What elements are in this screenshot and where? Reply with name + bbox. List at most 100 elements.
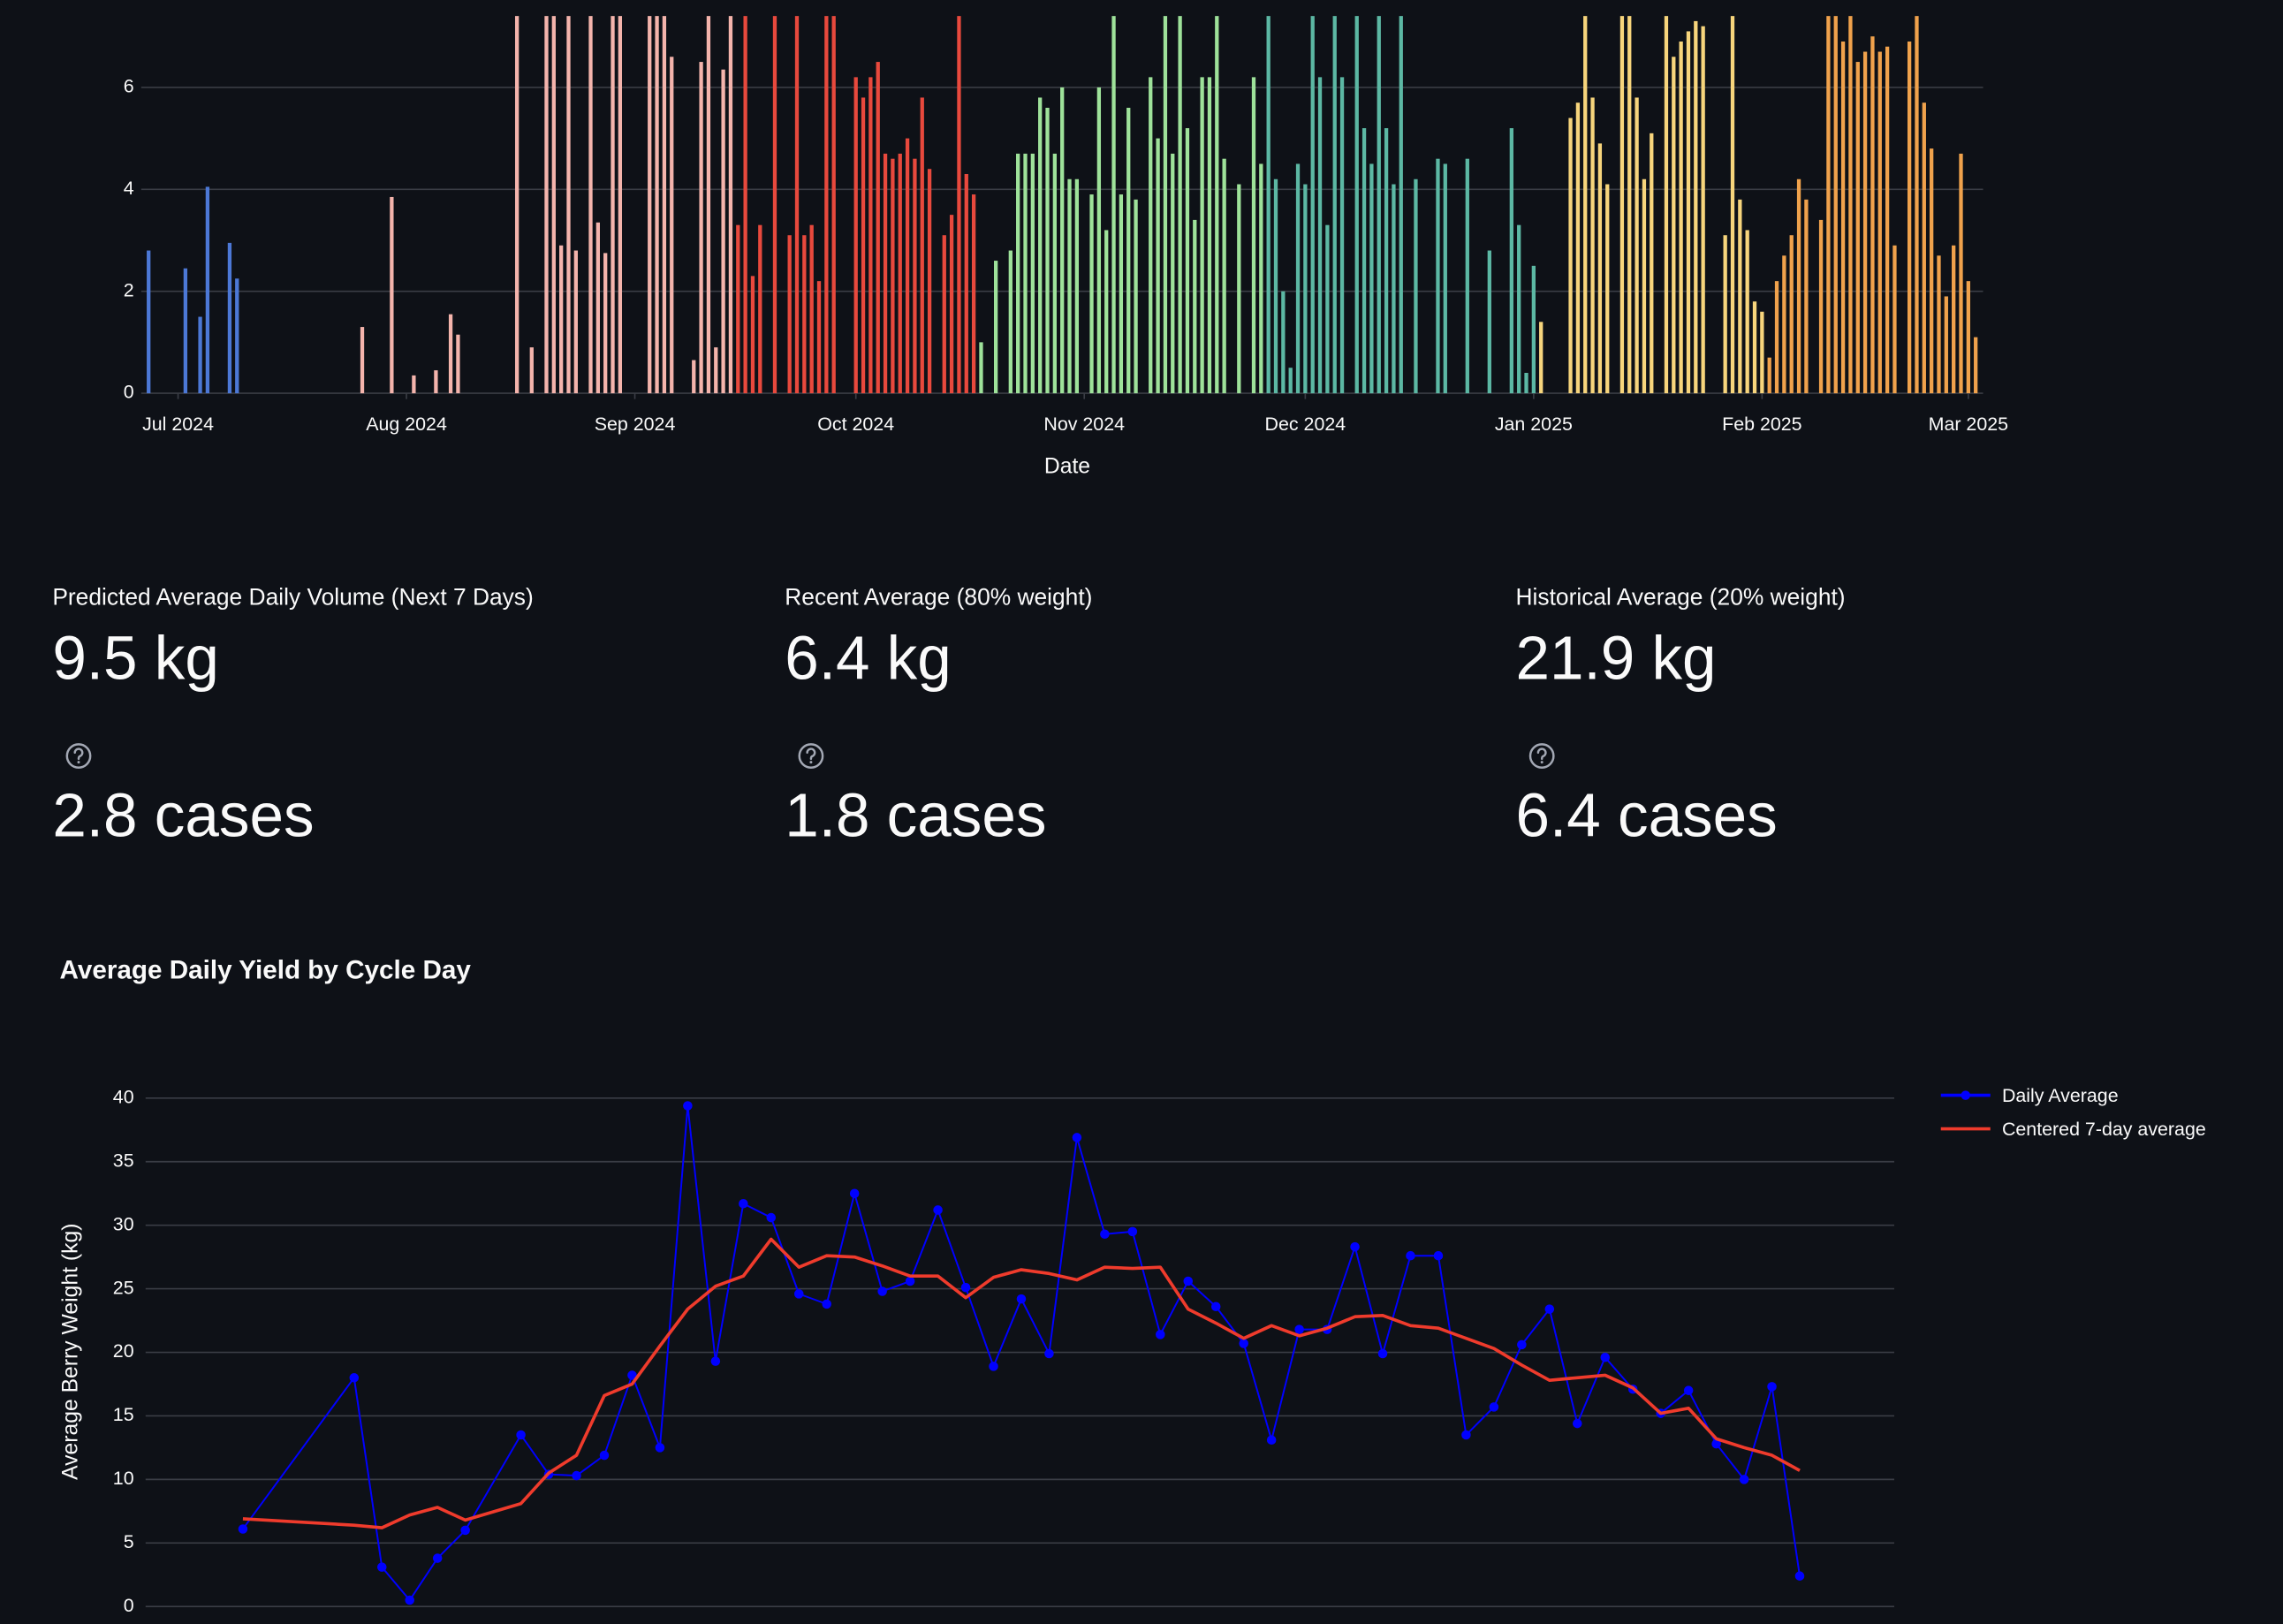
point xyxy=(1377,1348,1388,1359)
bar xyxy=(1833,16,1838,394)
bar xyxy=(1384,128,1389,394)
bar xyxy=(1399,16,1403,394)
x-tick-label: Aug 2024 xyxy=(366,414,447,435)
bar xyxy=(1738,199,1742,394)
legend-label: Centered 7-day average xyxy=(2002,1119,2206,1140)
bar xyxy=(1111,16,1116,394)
point xyxy=(1183,1276,1194,1286)
x-tick-label: Mar 2025 xyxy=(1929,414,2008,435)
point xyxy=(1767,1382,1777,1392)
bar xyxy=(603,253,608,394)
bar xyxy=(1944,296,1948,394)
bar xyxy=(971,194,976,394)
bar xyxy=(1870,36,1875,394)
y-tick-label: 0 xyxy=(124,1595,134,1616)
bar xyxy=(1030,153,1035,394)
point xyxy=(432,1553,443,1563)
x-tick-label: Sep 2024 xyxy=(595,414,676,435)
bar xyxy=(824,16,829,394)
bar xyxy=(692,360,696,394)
metric-cases: 2.8 cases xyxy=(52,780,314,849)
bar xyxy=(1023,153,1028,394)
bar xyxy=(1156,138,1160,394)
bar xyxy=(1922,102,1926,394)
bar xyxy=(1907,41,1912,394)
point xyxy=(627,1370,637,1380)
point xyxy=(1294,1324,1304,1334)
bar xyxy=(1038,97,1043,394)
bar xyxy=(1237,184,1241,394)
bar xyxy=(1952,245,1956,394)
bar xyxy=(1826,16,1831,394)
bar xyxy=(1332,16,1337,394)
bar xyxy=(1096,87,1102,394)
bar xyxy=(1930,148,1934,394)
bar xyxy=(920,97,924,394)
bar xyxy=(1575,102,1581,394)
bar xyxy=(147,250,151,394)
bar xyxy=(905,138,910,394)
bar xyxy=(205,186,210,394)
x-axis-title: Date xyxy=(1044,455,1090,479)
metric-label: Predicted Average Daily Volume (Next 7 D… xyxy=(52,583,533,610)
bar xyxy=(1679,41,1683,394)
bar xyxy=(1089,194,1094,394)
bar xyxy=(1789,235,1794,394)
point xyxy=(349,1373,360,1383)
bar xyxy=(434,370,438,394)
bar xyxy=(1517,224,1521,394)
bar xyxy=(831,16,836,394)
bar xyxy=(1487,250,1491,394)
point xyxy=(1406,1250,1415,1261)
metric-label: Historical Average (20% weight) xyxy=(1516,583,1846,610)
bar xyxy=(1642,178,1647,394)
point xyxy=(1711,1438,1721,1449)
bar xyxy=(670,57,674,394)
bar xyxy=(1752,301,1757,394)
bar xyxy=(1774,281,1779,394)
point xyxy=(376,1562,387,1572)
bar xyxy=(529,347,534,394)
bar xyxy=(198,316,202,394)
bar xyxy=(1104,230,1109,394)
y-tick-label: 15 xyxy=(113,1404,134,1425)
metric-label: Recent Average (80% weight) xyxy=(785,583,1092,610)
bar xyxy=(898,153,902,394)
bar xyxy=(706,16,711,394)
bar xyxy=(390,196,394,394)
bar xyxy=(957,16,961,394)
y-tick-label: 6 xyxy=(124,76,134,97)
bar xyxy=(1694,20,1698,394)
y-tick-label: 40 xyxy=(113,1086,134,1107)
bar xyxy=(1045,107,1050,394)
help-icon-ring xyxy=(798,743,824,769)
help-icon-dot xyxy=(1540,761,1543,764)
point xyxy=(1794,1571,1805,1581)
bar xyxy=(1672,57,1676,394)
bar xyxy=(1310,16,1315,394)
bar xyxy=(1531,265,1536,394)
bar xyxy=(913,158,917,394)
bar xyxy=(891,158,895,394)
bar xyxy=(1848,16,1853,394)
point xyxy=(1544,1304,1555,1314)
bar xyxy=(1067,178,1072,394)
bar xyxy=(942,235,946,394)
bar xyxy=(993,261,998,394)
bar xyxy=(927,169,932,394)
metric-cases: 6.4 cases xyxy=(1516,780,1778,849)
bar xyxy=(964,173,968,394)
point xyxy=(655,1443,665,1453)
help-icon-dot xyxy=(809,761,813,764)
help-icon xyxy=(798,743,824,769)
y-tick-label: 5 xyxy=(124,1531,134,1552)
point xyxy=(599,1450,610,1461)
bar xyxy=(721,69,725,394)
bar xyxy=(1767,357,1771,394)
bar xyxy=(360,327,365,394)
bar xyxy=(1818,219,1824,394)
bar xyxy=(448,314,453,394)
point xyxy=(1239,1339,1248,1348)
bar xyxy=(1745,230,1749,394)
